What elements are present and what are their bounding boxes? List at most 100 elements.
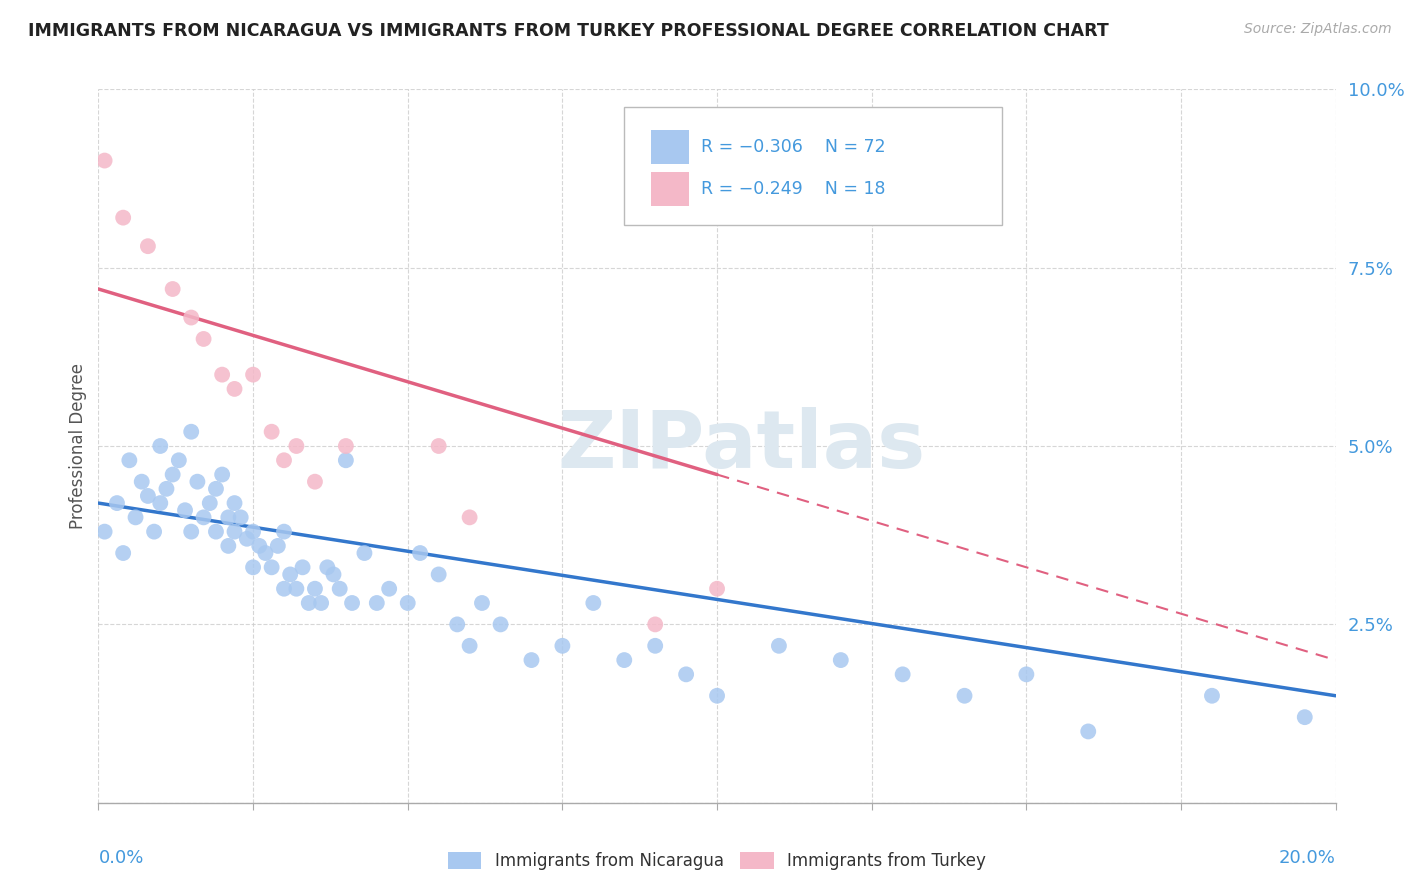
Point [613, 653, 636, 667]
Point [273, 453, 295, 467]
Point [304, 582, 326, 596]
Point [193, 332, 215, 346]
Point [953, 689, 976, 703]
Point [335, 453, 357, 467]
Point [224, 524, 246, 539]
Point [1077, 724, 1099, 739]
Point [211, 467, 233, 482]
Point [143, 524, 166, 539]
FancyBboxPatch shape [624, 107, 1001, 225]
Point [335, 439, 357, 453]
Point [162, 467, 184, 482]
Text: R = −0.306    N = 72: R = −0.306 N = 72 [702, 138, 886, 156]
Text: 20.0%: 20.0% [1279, 849, 1336, 867]
Point [217, 510, 239, 524]
Point [471, 596, 494, 610]
Point [520, 653, 543, 667]
Point [298, 596, 321, 610]
Point [93, 153, 115, 168]
Point [329, 582, 352, 596]
Point [186, 475, 208, 489]
Point [180, 425, 202, 439]
Point [180, 524, 202, 539]
Bar [651, 130, 689, 164]
Point [242, 560, 264, 574]
Point [260, 425, 283, 439]
Point [366, 596, 388, 610]
Point [236, 532, 259, 546]
Point [830, 653, 852, 667]
Text: R = −0.249    N = 18: R = −0.249 N = 18 [702, 179, 886, 198]
Point [304, 475, 326, 489]
Point [309, 596, 332, 610]
Point [427, 567, 450, 582]
Point [427, 439, 450, 453]
Point [149, 439, 172, 453]
Point [174, 503, 197, 517]
Point [167, 453, 190, 467]
Point [267, 539, 290, 553]
Point [706, 582, 728, 596]
Point [224, 496, 246, 510]
Point [1294, 710, 1316, 724]
Point [93, 524, 115, 539]
Point [229, 510, 252, 524]
Point [891, 667, 914, 681]
Point [316, 560, 339, 574]
Point [112, 211, 135, 225]
Y-axis label: Professional Degree: Professional Degree [69, 363, 87, 529]
Point [644, 639, 666, 653]
Point [136, 239, 159, 253]
Point [489, 617, 512, 632]
Point [180, 310, 202, 325]
Point [242, 368, 264, 382]
Point [198, 496, 221, 510]
Point [124, 510, 146, 524]
Text: ZIPatlas: ZIPatlas [558, 407, 927, 485]
Point [112, 546, 135, 560]
Point [644, 617, 666, 632]
Point [260, 560, 283, 574]
Point [149, 496, 172, 510]
Point [675, 667, 697, 681]
Point [409, 546, 432, 560]
Point [1201, 689, 1223, 703]
Point [396, 596, 419, 610]
Bar [651, 171, 689, 206]
Point [285, 582, 308, 596]
Point [205, 524, 228, 539]
Text: Source: ZipAtlas.com: Source: ZipAtlas.com [1244, 22, 1392, 37]
Point [131, 475, 153, 489]
Point [1015, 667, 1038, 681]
Point [136, 489, 159, 503]
Point [582, 596, 605, 610]
Point [353, 546, 375, 560]
Point [446, 617, 468, 632]
Point [155, 482, 177, 496]
Point [105, 496, 128, 510]
Point [273, 582, 295, 596]
Point [458, 510, 481, 524]
Point [291, 560, 314, 574]
Point [205, 482, 228, 496]
Point [340, 596, 363, 610]
Point [285, 439, 308, 453]
Point [378, 582, 401, 596]
Point [211, 368, 233, 382]
Point [254, 546, 277, 560]
Text: 0.0%: 0.0% [98, 849, 143, 867]
Point [224, 382, 246, 396]
Point [217, 539, 239, 553]
Text: IMMIGRANTS FROM NICARAGUA VS IMMIGRANTS FROM TURKEY PROFESSIONAL DEGREE CORRELAT: IMMIGRANTS FROM NICARAGUA VS IMMIGRANTS … [28, 22, 1109, 40]
Point [118, 453, 141, 467]
Point [242, 524, 264, 539]
Point [247, 539, 270, 553]
Legend: Immigrants from Nicaragua, Immigrants from Turkey: Immigrants from Nicaragua, Immigrants fr… [441, 845, 993, 877]
Point [706, 689, 728, 703]
Point [273, 524, 295, 539]
Point [278, 567, 301, 582]
Point [162, 282, 184, 296]
Point [193, 510, 215, 524]
Point [551, 639, 574, 653]
Point [322, 567, 344, 582]
